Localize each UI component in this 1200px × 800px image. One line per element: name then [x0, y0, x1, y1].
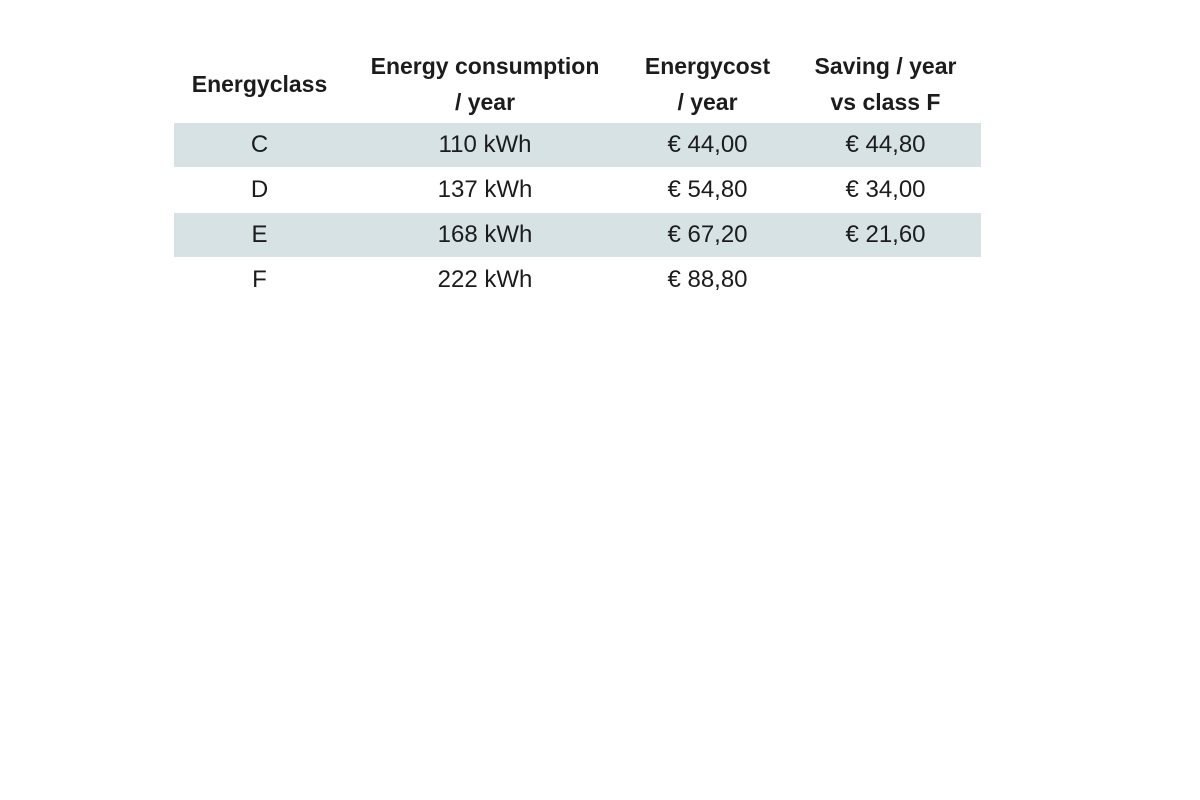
column-header-energyclass: Energyclass — [174, 46, 345, 122]
cell-consumption: 137 kWh — [437, 176, 533, 203]
column-header-cost: Energycost / year — [625, 46, 790, 122]
table-row-class-e: E 168 kWh € 67,20 € 21,60 — [174, 212, 981, 258]
cell-energyclass: E — [251, 221, 268, 248]
cell-consumption: 222 kWh — [437, 266, 533, 293]
cell-energyclass: F — [252, 266, 267, 293]
table-row-class-f: F 222 kWh € 88,80 — [174, 258, 981, 302]
header-label-line2: vs class F — [830, 89, 941, 115]
cell-cost: € 88,80 — [667, 266, 748, 293]
cell-saving: € 34,00 — [845, 176, 926, 203]
table-row-class-d: D 137 kWh € 54,80 € 34,00 — [174, 168, 981, 212]
table-header-row: Energyclass Energy consumption / year En… — [174, 46, 981, 122]
cell-saving: € 21,60 — [845, 221, 926, 248]
cell-saving — [790, 258, 981, 302]
column-header-consumption: Energy consumption / year — [345, 46, 625, 122]
header-label: Energyclass — [191, 71, 328, 97]
column-header-saving: Saving / year vs class F — [790, 46, 981, 122]
cell-consumption: 110 kWh — [438, 131, 532, 158]
cell-saving: € 44,80 — [845, 131, 926, 158]
header-label: Saving / year — [814, 53, 957, 79]
cell-energyclass: C — [250, 131, 269, 158]
table-row-class-c: C 110 kWh € 44,00 € 44,80 — [174, 122, 981, 168]
energy-class-table: Energyclass Energy consumption / year En… — [174, 46, 981, 302]
header-label: Energycost — [644, 53, 771, 79]
header-label-line2: / year — [677, 89, 738, 115]
header-label-line2: / year — [454, 89, 516, 115]
cell-consumption: 168 kWh — [437, 221, 533, 248]
cell-cost: € 54,80 — [667, 176, 748, 203]
cell-cost: € 67,20 — [667, 221, 748, 248]
cell-energyclass: D — [250, 176, 269, 203]
header-label: Energy consumption — [370, 53, 600, 79]
cell-cost: € 44,00 — [667, 131, 748, 158]
